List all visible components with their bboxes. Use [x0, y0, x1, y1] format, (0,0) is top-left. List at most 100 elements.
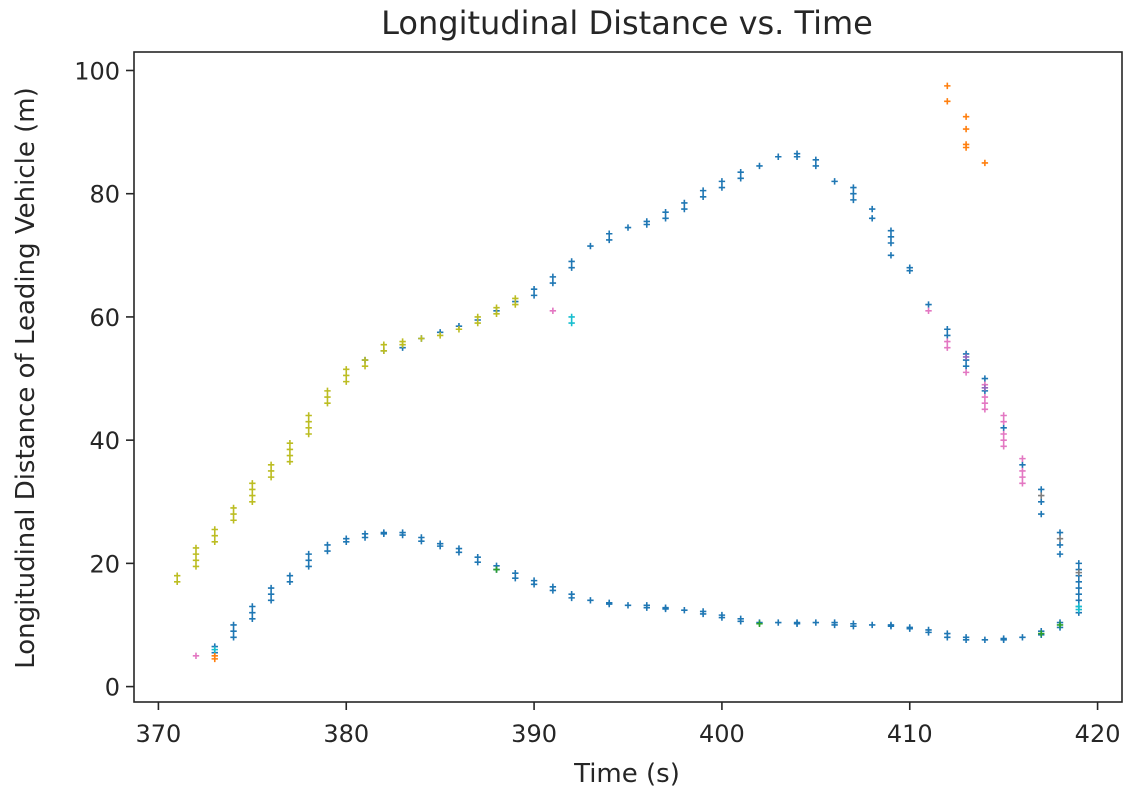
data-point — [624, 224, 632, 231]
data-point — [549, 307, 557, 314]
data-point — [606, 600, 613, 608]
data-points — [174, 82, 1082, 663]
data-point — [906, 267, 913, 274]
data-point — [286, 458, 294, 465]
data-point — [324, 541, 331, 549]
data-point — [944, 344, 951, 351]
data-point — [549, 587, 557, 594]
data-point — [906, 625, 913, 632]
data-point — [944, 98, 951, 105]
data-point — [1075, 569, 1082, 576]
data-point — [981, 375, 989, 382]
data-point — [380, 341, 388, 348]
data-point — [812, 156, 820, 164]
x-tick-label: 420 — [1075, 720, 1121, 748]
data-point — [343, 366, 350, 373]
data-point — [699, 187, 707, 194]
data-point — [868, 621, 876, 629]
data-point — [1000, 430, 1007, 438]
data-point — [1056, 550, 1064, 558]
data-point — [944, 332, 951, 339]
data-point — [1038, 498, 1045, 505]
data-point — [1075, 560, 1082, 567]
data-point — [249, 603, 256, 610]
data-point — [981, 399, 989, 407]
data-point — [530, 286, 538, 293]
data-point — [192, 544, 200, 552]
x-tick-label: 370 — [136, 720, 182, 748]
data-point — [1019, 480, 1026, 487]
data-point — [324, 393, 331, 401]
data-point — [962, 113, 970, 120]
data-point — [793, 153, 801, 160]
data-point — [737, 618, 744, 625]
data-point — [267, 584, 275, 592]
data-point — [962, 369, 970, 376]
x-axis-label: Time (s) — [573, 759, 680, 789]
y-axis-label: Longitudinal Distance of Leading Vehicle… — [11, 87, 41, 669]
x-tick-label: 400 — [699, 720, 745, 748]
data-point — [493, 310, 500, 318]
y-tick-label: 60 — [89, 304, 120, 332]
data-point — [361, 356, 369, 364]
data-point — [1019, 461, 1026, 468]
data-point — [530, 581, 538, 588]
data-point — [1075, 584, 1082, 592]
data-point — [493, 566, 500, 573]
data-point — [399, 531, 406, 539]
data-point — [249, 615, 256, 623]
data-point — [455, 549, 463, 556]
data-point — [1019, 473, 1026, 481]
data-point — [775, 153, 782, 160]
data-point — [286, 452, 294, 459]
data-point — [305, 412, 312, 419]
data-point — [1000, 412, 1007, 419]
data-point — [868, 215, 876, 222]
data-point — [756, 620, 763, 627]
data-point — [512, 295, 519, 302]
data-point — [1075, 578, 1082, 586]
data-point — [718, 178, 726, 185]
data-point — [192, 550, 200, 558]
data-point — [230, 517, 237, 524]
data-point — [1075, 597, 1082, 604]
data-point — [718, 184, 726, 191]
y-tick-label: 100 — [74, 57, 120, 85]
data-point — [944, 338, 951, 345]
data-point — [512, 574, 519, 582]
data-point — [192, 563, 200, 570]
data-point — [681, 199, 688, 207]
data-point — [361, 363, 369, 370]
data-point — [174, 578, 181, 586]
x-tick-label: 410 — [887, 720, 933, 748]
data-point — [1038, 486, 1045, 493]
data-point — [643, 218, 650, 225]
data-point — [324, 547, 331, 555]
data-point — [174, 572, 181, 579]
y-tick-label: 0 — [105, 674, 120, 702]
chart-title: Longitudinal Distance vs. Time — [381, 4, 873, 42]
data-point — [249, 486, 256, 493]
data-point — [305, 557, 312, 564]
data-point — [887, 233, 895, 241]
data-point — [981, 384, 989, 391]
data-point — [286, 446, 294, 453]
data-point — [530, 292, 538, 299]
data-point — [1075, 606, 1082, 613]
data-point — [380, 347, 388, 355]
data-point — [324, 387, 331, 395]
data-point — [568, 594, 575, 602]
data-point — [962, 125, 970, 133]
data-point — [211, 532, 218, 539]
data-point — [474, 313, 481, 321]
data-point — [455, 326, 463, 333]
data-point — [1000, 418, 1007, 425]
data-point — [512, 301, 519, 308]
data-point — [606, 230, 613, 237]
data-point — [587, 597, 594, 604]
data-point — [831, 621, 838, 629]
data-point — [1000, 636, 1007, 643]
data-point — [1056, 621, 1064, 629]
data-point — [925, 301, 932, 308]
data-point — [267, 473, 275, 481]
